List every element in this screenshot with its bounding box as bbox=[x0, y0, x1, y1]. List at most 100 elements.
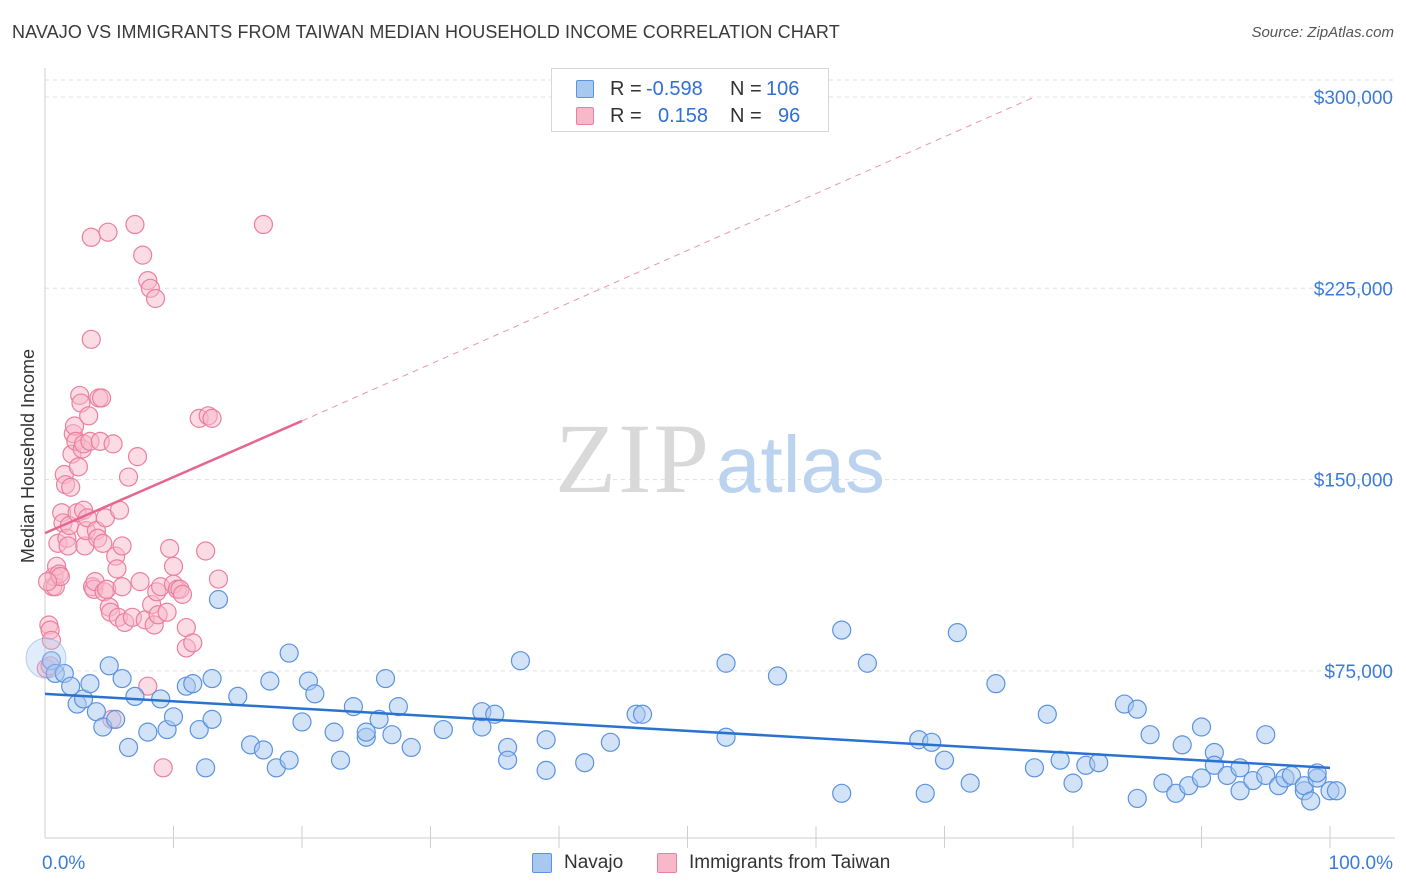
taiwan-point bbox=[61, 477, 81, 497]
navajo-point bbox=[1140, 725, 1160, 745]
navajo-point bbox=[330, 750, 351, 770]
navajo-point bbox=[1153, 773, 1173, 793]
navajo-point bbox=[189, 719, 209, 740]
navajo-point bbox=[1172, 735, 1192, 755]
taiwan-point bbox=[157, 602, 177, 622]
navajo-point bbox=[324, 722, 344, 742]
axes bbox=[44, 68, 1395, 848]
navajo-point bbox=[1037, 704, 1057, 724]
navajo-point bbox=[99, 656, 119, 676]
taiwan-point bbox=[127, 447, 148, 467]
n-value-navajo: 106 bbox=[766, 78, 800, 100]
navajo-point bbox=[138, 722, 158, 742]
n-value-taiwan: 96 bbox=[778, 105, 801, 127]
taiwan-point bbox=[138, 676, 158, 696]
navajo-point bbox=[253, 740, 274, 760]
n-label: N = bbox=[730, 78, 762, 100]
navajo-point bbox=[1256, 765, 1276, 786]
taiwan-point bbox=[91, 388, 112, 408]
navajo-point bbox=[1089, 753, 1109, 773]
y-axis-label: Median Household Income bbox=[18, 349, 38, 563]
navajo-point bbox=[832, 620, 852, 640]
navajo-point bbox=[1127, 788, 1147, 809]
navajo-point bbox=[922, 732, 942, 752]
taiwan-legend-swatch bbox=[657, 853, 677, 873]
navajo-point bbox=[1191, 768, 1212, 788]
navajo-point bbox=[292, 712, 312, 732]
navajo-point bbox=[934, 750, 955, 770]
navajo-point bbox=[947, 623, 967, 643]
x-tick-label-max: 100.0% bbox=[1329, 853, 1394, 874]
taiwan-point bbox=[183, 633, 203, 653]
legend-label-navajo: Navajo bbox=[564, 852, 624, 873]
x-tick-label-min: 0.0% bbox=[42, 853, 85, 874]
taiwan-point bbox=[107, 559, 127, 579]
navajo-point bbox=[1063, 773, 1083, 793]
navajo-point bbox=[1127, 699, 1147, 719]
trend-line-taiwan bbox=[44, 419, 303, 535]
navajo-point bbox=[388, 697, 408, 717]
navajo-point bbox=[915, 783, 935, 803]
taiwan-point bbox=[98, 222, 118, 242]
navajo-point bbox=[433, 719, 453, 740]
navajo-point bbox=[305, 684, 325, 704]
trend-lines bbox=[44, 96, 1331, 770]
navajo-point bbox=[369, 709, 389, 729]
y-tick-label: $225,000 bbox=[1314, 279, 1393, 300]
navajo-point bbox=[1256, 725, 1276, 745]
navajo-point bbox=[536, 730, 556, 750]
navajo-point bbox=[986, 674, 1006, 694]
navajo-swatch bbox=[576, 80, 594, 98]
y-tick-label: $75,000 bbox=[1324, 662, 1393, 683]
taiwan-point bbox=[130, 572, 150, 592]
navajo-point bbox=[600, 732, 621, 752]
series-navajo-points bbox=[25, 589, 1347, 811]
navajo-point bbox=[716, 653, 736, 673]
navajo-point bbox=[80, 674, 100, 694]
navajo-point bbox=[960, 773, 980, 793]
navajo-point bbox=[498, 750, 518, 770]
taiwan-point bbox=[172, 584, 193, 604]
navajo-point bbox=[208, 589, 229, 610]
legend-label-taiwan: Immigrants from Taiwan bbox=[689, 852, 891, 873]
navajo-point bbox=[25, 637, 67, 679]
y-tick-labels: $75,000 $150,000 $225,000 $300,000 bbox=[1314, 88, 1393, 683]
taiwan-point bbox=[202, 408, 222, 428]
stats-legend-box: R = -0.598 N = 106 R = 0.158 N = 96 bbox=[551, 68, 829, 132]
y-tick-label: $150,000 bbox=[1314, 471, 1393, 492]
navajo-point bbox=[1024, 758, 1045, 778]
n-label: N = bbox=[730, 105, 762, 127]
watermark-atlas: atlas bbox=[716, 420, 885, 509]
navajo-point bbox=[183, 674, 203, 694]
trend-line-taiwan-extension bbox=[301, 96, 1035, 422]
navajo-point bbox=[118, 737, 139, 758]
navajo-point bbox=[767, 666, 788, 686]
stats-row-taiwan: R = 0.158 N = 96 bbox=[552, 101, 828, 127]
taiwan-point bbox=[79, 406, 99, 426]
r-value-taiwan: 0.158 bbox=[658, 105, 709, 127]
taiwan-point bbox=[81, 329, 101, 349]
navajo-point bbox=[106, 709, 126, 729]
trend-line-navajo bbox=[44, 692, 1331, 770]
x-tick-labels: 0.0% 100.0% bbox=[42, 853, 1393, 874]
taiwan-point bbox=[196, 541, 216, 561]
taiwan-point bbox=[145, 288, 166, 309]
navajo-point bbox=[228, 686, 248, 707]
navajo-point bbox=[382, 725, 402, 745]
navajo-legend-swatch bbox=[532, 853, 552, 873]
navajo-point bbox=[510, 651, 531, 671]
navajo-point bbox=[356, 722, 376, 742]
navajo-point bbox=[279, 643, 299, 663]
navajo-point bbox=[632, 704, 653, 724]
taiwan-point bbox=[163, 556, 184, 576]
taiwan-point bbox=[125, 214, 145, 235]
navajo-point bbox=[202, 709, 222, 729]
navajo-point bbox=[1301, 791, 1321, 811]
taiwan-point bbox=[93, 533, 113, 553]
taiwan-point bbox=[208, 569, 229, 589]
navajo-point bbox=[832, 783, 852, 803]
navajo-point bbox=[260, 671, 280, 691]
taiwan-point bbox=[112, 577, 132, 597]
taiwan-point bbox=[81, 227, 101, 247]
taiwan-swatch bbox=[576, 107, 594, 125]
